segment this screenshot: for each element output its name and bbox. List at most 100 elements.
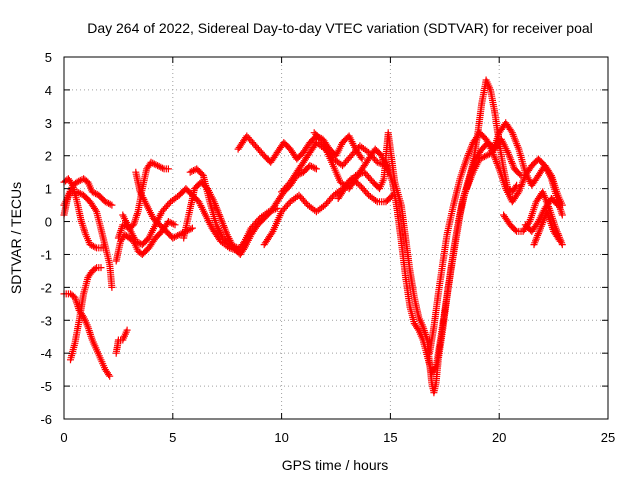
x-axis-tick-labels: 0 5 10 15 20 25 xyxy=(60,430,615,445)
data-point xyxy=(169,234,177,242)
data-point xyxy=(89,242,97,250)
data-point xyxy=(513,181,521,189)
data-point xyxy=(103,199,111,207)
data-point xyxy=(171,221,179,229)
data-point xyxy=(234,244,242,252)
data-point xyxy=(431,364,439,372)
data-points xyxy=(60,76,566,397)
series-track-13 xyxy=(234,132,366,166)
data-point xyxy=(108,201,116,209)
data-point xyxy=(147,158,155,166)
data-point xyxy=(105,371,113,379)
data-point xyxy=(268,229,276,237)
data-point xyxy=(357,153,365,161)
data-point xyxy=(188,224,196,232)
data-point xyxy=(414,325,422,332)
data-point xyxy=(479,153,487,161)
data-point xyxy=(68,180,76,188)
data-point xyxy=(150,160,158,168)
data-point xyxy=(363,147,371,155)
data-point xyxy=(516,170,524,178)
data-point xyxy=(174,232,182,239)
data-point xyxy=(164,165,172,173)
data-point xyxy=(154,162,162,170)
data-point xyxy=(91,265,99,273)
data-point xyxy=(558,211,566,219)
data-point xyxy=(105,199,113,207)
series-track-5 xyxy=(67,264,105,364)
data-point xyxy=(75,177,83,185)
data-point xyxy=(88,188,96,196)
y-tick-label: 2 xyxy=(45,149,52,164)
y-axis-tick-labels: -6 -5 -4 -3 -2 -1 0 1 2 3 4 5 xyxy=(40,50,52,427)
y-tick-label: 4 xyxy=(45,83,52,98)
data-point xyxy=(123,326,131,334)
data-point xyxy=(355,170,363,178)
y-tick-label: -4 xyxy=(40,346,52,361)
data-point xyxy=(476,155,484,163)
data-point xyxy=(553,200,561,208)
data-point xyxy=(91,243,99,251)
data-point xyxy=(556,237,564,245)
data-point xyxy=(485,150,493,158)
data-point xyxy=(352,172,360,179)
data-point xyxy=(152,161,160,169)
y-tick-label: 1 xyxy=(45,182,52,197)
data-point xyxy=(168,219,176,227)
series-track-7 xyxy=(112,218,179,265)
x-tick-label: 0 xyxy=(60,430,67,445)
x-tick-label: 5 xyxy=(169,430,176,445)
y-tick-label: 0 xyxy=(45,215,52,230)
data-point xyxy=(484,151,492,159)
y-tick-label: -2 xyxy=(40,280,52,295)
series-track-9 xyxy=(132,168,196,242)
data-point xyxy=(318,137,325,145)
axis-ticks xyxy=(63,56,609,420)
y-axis-label: SDTVAR / TECUs xyxy=(8,182,24,294)
data-point xyxy=(166,218,174,226)
data-point xyxy=(73,178,81,186)
series-track-3 xyxy=(60,188,116,291)
data-point xyxy=(155,162,163,170)
x-axis-label: GPS time / hours xyxy=(282,457,389,473)
data-point xyxy=(555,236,563,244)
data-point xyxy=(90,189,98,197)
data-point xyxy=(311,164,319,172)
series-track-4 xyxy=(60,290,114,380)
data-point xyxy=(132,237,140,245)
data-point xyxy=(372,197,380,204)
data-point xyxy=(108,283,116,291)
data-point xyxy=(188,167,196,175)
data-point xyxy=(106,372,114,380)
data-point xyxy=(159,164,166,172)
data-point xyxy=(157,163,165,171)
data-point xyxy=(169,220,177,228)
y-tick-label: -1 xyxy=(40,247,52,262)
data-point xyxy=(175,231,183,239)
data-point xyxy=(481,153,488,161)
series-track-6 xyxy=(112,326,131,357)
x-tick-label: 25 xyxy=(601,430,615,445)
data-point xyxy=(149,159,157,167)
data-point xyxy=(312,165,320,173)
series-track-18 xyxy=(382,135,525,377)
data-point xyxy=(477,154,485,162)
data-point xyxy=(328,193,336,201)
data-point xyxy=(86,241,94,249)
x-tick-label: 15 xyxy=(383,430,397,445)
data-point xyxy=(482,152,490,160)
y-tick-label: -3 xyxy=(40,313,52,328)
data-point xyxy=(97,264,105,272)
data-point xyxy=(92,190,100,198)
data-point xyxy=(358,155,366,163)
y-tick-label: -6 xyxy=(40,412,52,427)
data-point xyxy=(302,199,310,207)
data-point xyxy=(92,206,100,214)
data-point xyxy=(172,232,180,240)
y-tick-label: 5 xyxy=(45,50,52,65)
data-point xyxy=(306,162,314,170)
data-point xyxy=(101,198,109,206)
x-tick-label: 20 xyxy=(492,430,506,445)
series-track-12 xyxy=(186,165,242,252)
chart-title: Day 264 of 2022, Sidereal Day-to-day VTE… xyxy=(87,20,593,36)
